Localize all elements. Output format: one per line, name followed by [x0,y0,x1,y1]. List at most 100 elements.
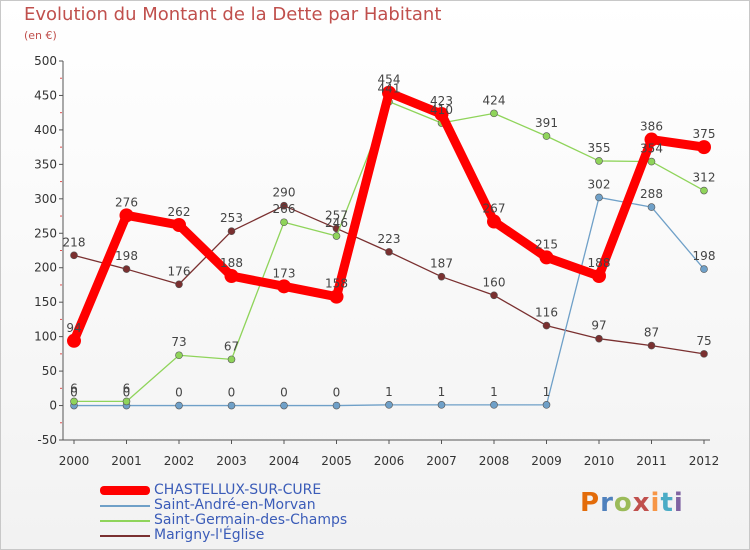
data-label: 1 [385,385,393,399]
data-label: 1 [490,385,498,399]
legend-label-marigny: Marigny-l'Église [154,527,265,543]
data-label: 116 [535,306,558,320]
y-tick-label: -50 [37,433,57,447]
legend-swatch-saint-andre [100,505,150,507]
data-label: 267 [483,202,506,216]
y-tick-label: 500 [34,54,57,68]
data-label: 73 [171,335,186,349]
data-point [700,186,708,195]
data-label: 354 [640,142,663,156]
data-point [280,201,288,210]
data-point [700,350,708,358]
data-point [592,268,606,283]
data-point [539,250,554,265]
data-label: 198 [115,249,138,263]
data-label: 187 [430,257,453,271]
data-point [647,341,656,350]
data-point [382,85,396,100]
logo-letter: x [632,488,651,518]
data-label: 246 [325,216,348,230]
y-tick-label: 450 [34,88,57,102]
data-point [647,203,656,211]
data-point [542,401,551,409]
data-label: 198 [693,249,716,263]
logo-letter: i [650,488,661,518]
y-tick-label: 350 [34,157,57,171]
y-tick-label: 0 [49,399,57,413]
data-point [490,109,498,118]
data-point [595,193,603,202]
data-point [227,355,236,364]
x-tick-label: 2006 [374,454,405,468]
x-tick-label: 2010 [584,454,615,468]
data-label: 67 [224,339,239,353]
data-label: 441 [378,82,401,96]
x-tick-label: 2004 [269,454,300,468]
y-tick-label: 250 [34,226,57,240]
y-tick-label: 150 [34,295,57,309]
data-point [277,279,291,294]
data-label: 223 [378,232,401,246]
data-label: 257 [325,208,348,222]
data-label: 0 [228,386,236,400]
data-point [644,132,659,147]
data-point [385,248,393,256]
data-point [280,218,288,227]
data-label: 0 [280,386,288,400]
logo-letter: o [613,488,633,518]
data-label: 160 [483,275,506,289]
data-label: 218 [63,235,86,249]
legend-swatch-marigny [100,535,150,537]
legend-label-saint-andre: Saint-André-en-Morvan [154,497,316,513]
data-point [67,333,81,348]
data-label: 391 [535,116,558,130]
data-point [175,401,183,410]
x-tick-label: 2002 [164,454,195,468]
data-label: 312 [693,171,716,185]
data-label: 6 [70,381,78,395]
data-label: 1 [438,385,446,399]
legend-label-chastellux: CHASTELLUX-SUR-CURE [154,482,322,498]
data-point [595,157,603,165]
logo-letter: i [673,488,684,518]
proxiti-logo: Proxiti [580,488,684,518]
y-tick-label: 200 [34,261,57,275]
series-line-3 [73,205,705,355]
data-label: 288 [640,187,663,201]
x-tick-label: 2011 [636,454,667,468]
x-tick-label: 2003 [216,454,247,468]
data-label: 386 [640,120,663,134]
x-tick-label: 2000 [59,454,90,468]
data-label: 262 [168,205,191,219]
chart-subtitle: (en €) [24,29,57,42]
data-label: 454 [378,73,401,87]
data-label: 302 [588,177,611,191]
data-point [437,401,446,409]
data-label: 97 [591,319,606,333]
data-point [70,251,78,260]
data-label: 375 [693,127,716,141]
data-point [172,218,186,233]
data-label: 1 [543,385,551,399]
x-tick-label: 2007 [426,454,457,468]
x-tick-label: 2012 [689,454,720,468]
data-point [437,272,446,281]
x-tick-label: 2001 [111,454,142,468]
data-point [647,157,656,166]
y-tick-label: 400 [34,123,57,137]
data-point [434,107,449,122]
data-point [487,214,501,229]
x-tick-label: 2009 [531,454,562,468]
data-point [385,401,393,409]
data-label: 276 [115,195,138,209]
x-tick-label: 2008 [479,454,510,468]
data-label: 424 [483,93,506,107]
chart-title: Evolution du Montant de la Dette par Hab… [24,4,442,25]
data-label: 87 [644,326,659,340]
y-tick-label: 100 [34,330,57,344]
data-point [119,208,134,223]
legend-swatch-chastellux [100,486,150,495]
x-tick-label: 2005 [321,454,352,468]
data-point [329,289,344,304]
